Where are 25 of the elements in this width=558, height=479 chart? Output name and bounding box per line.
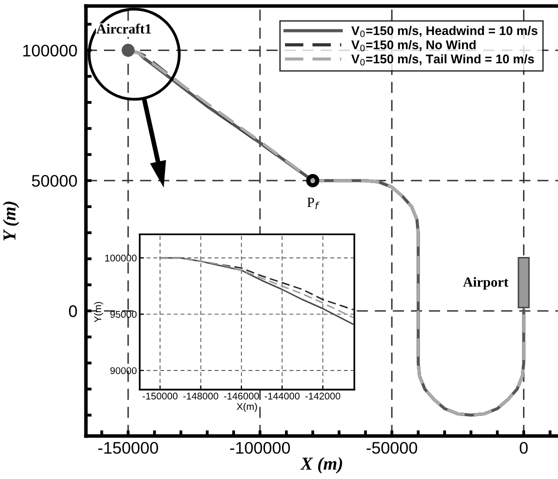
x-tick-label: -142000 — [305, 392, 340, 400]
legend-label: V$_{0}$=150 m/s, Tail Wind = 10 m/s — [351, 54, 534, 66]
x-tick-label: 0 — [520, 442, 528, 454]
x-tick-label: -150000 — [142, 392, 178, 400]
legend-label: V$_{0}$=150 m/s, No Wind — [351, 40, 476, 52]
x-tick-label: -148000 — [183, 392, 218, 400]
y-tick-label: 50000 — [32, 174, 77, 187]
annotation: Airport — [463, 277, 508, 290]
x-axis-title: X(m) — [236, 402, 257, 412]
y-tick-label: 100000 — [105, 254, 137, 262]
annotation: P$_{f}$ — [307, 198, 320, 210]
x-tick-label: -144000 — [264, 392, 300, 400]
x-tick-label: -100000 — [230, 442, 290, 454]
y-tick-label: 100000 — [23, 44, 77, 56]
y-axis-title: Y (m) — [2, 202, 20, 241]
y-tick-label: 0 — [68, 305, 77, 318]
y-tick-label: 90000 — [110, 367, 137, 374]
legend-label: V$_{0}$=150 m/s, Headwind = 10 m/s — [351, 26, 538, 38]
x-tick-label: -146000 — [224, 392, 259, 400]
y-axis-title: Y(m) — [94, 302, 104, 322]
x-tick-label: -50000 — [366, 442, 418, 454]
x-tick-label: -150000 — [98, 442, 158, 454]
annotation: Aircraft1 — [96, 24, 151, 34]
y-tick-label: 95000 — [110, 310, 137, 318]
x-axis-title: X (m) — [300, 457, 342, 474]
